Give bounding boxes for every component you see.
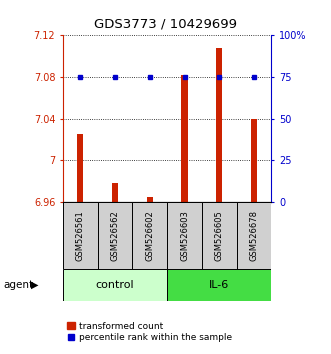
Text: ▶: ▶ xyxy=(31,280,39,290)
Text: GSM526561: GSM526561 xyxy=(76,210,85,261)
Text: control: control xyxy=(96,280,134,290)
Text: GSM526602: GSM526602 xyxy=(145,210,154,261)
Text: GDS3773 / 10429699: GDS3773 / 10429699 xyxy=(94,18,237,31)
FancyBboxPatch shape xyxy=(132,202,167,269)
Text: GSM526603: GSM526603 xyxy=(180,210,189,261)
FancyBboxPatch shape xyxy=(237,202,271,269)
FancyBboxPatch shape xyxy=(63,202,98,269)
FancyBboxPatch shape xyxy=(202,202,237,269)
FancyBboxPatch shape xyxy=(63,269,167,301)
Bar xyxy=(181,75,188,202)
FancyBboxPatch shape xyxy=(167,269,271,301)
Text: GSM526678: GSM526678 xyxy=(250,210,259,261)
FancyBboxPatch shape xyxy=(98,202,132,269)
Bar xyxy=(251,119,257,202)
Text: GSM526562: GSM526562 xyxy=(111,210,119,261)
Text: GSM526605: GSM526605 xyxy=(215,210,224,261)
Bar xyxy=(147,196,153,202)
FancyBboxPatch shape xyxy=(167,202,202,269)
Bar xyxy=(77,134,83,202)
Text: agent: agent xyxy=(3,280,33,290)
Legend: transformed count, percentile rank within the sample: transformed count, percentile rank withi… xyxy=(68,322,232,342)
Bar xyxy=(112,183,118,202)
Bar xyxy=(216,48,222,202)
Text: IL-6: IL-6 xyxy=(209,280,229,290)
